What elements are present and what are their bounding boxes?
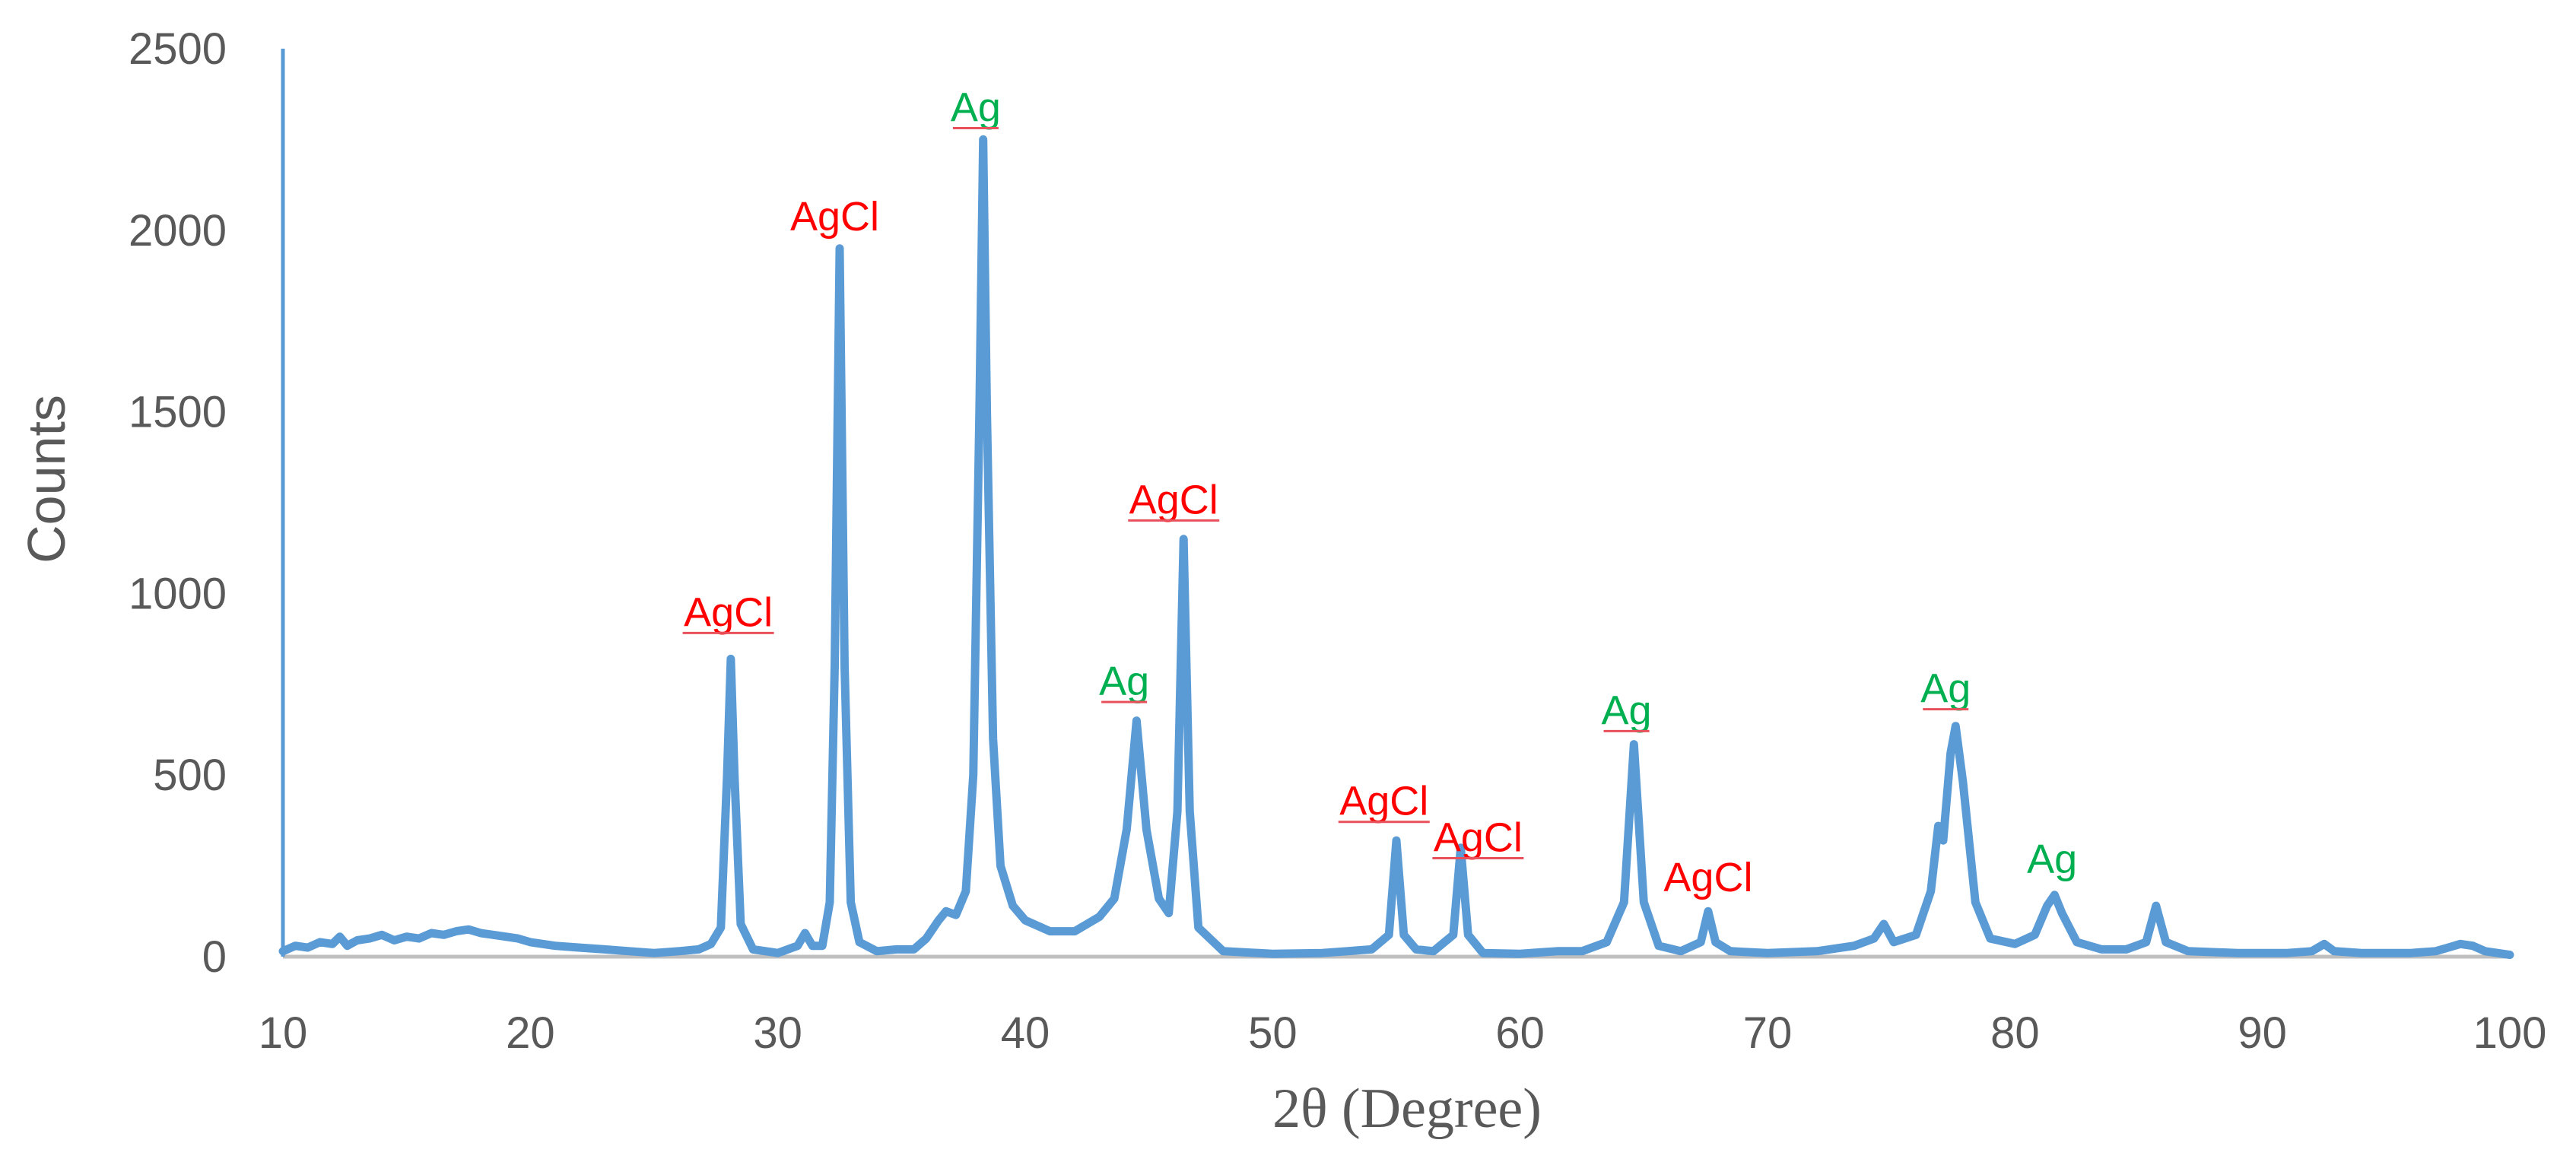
x-tick-label: 50	[1248, 1008, 1298, 1058]
y-tick-label: 500	[153, 751, 227, 800]
y-axis-title: Counts	[17, 395, 76, 564]
peak-label-ag: Ag	[2027, 837, 2077, 882]
series-line-xrd	[278, 135, 2514, 960]
y-tick-label: 1000	[129, 569, 227, 618]
x-tick-label: 40	[1001, 1008, 1050, 1058]
x-tick-label: 30	[753, 1008, 802, 1058]
peak-label-agcl: AgCl	[1339, 779, 1428, 824]
peak-label-agcl: AgCl	[684, 589, 773, 635]
x-tick-label: 20	[506, 1008, 555, 1058]
peak-label-ag: Ag	[1099, 659, 1149, 704]
x-tick-label: 100	[2473, 1008, 2547, 1058]
peak-label-ag: Ag	[951, 85, 1001, 131]
y-tick-labels: 0 500 1000 1500 2000 2500	[129, 24, 227, 982]
x-tick-label: 60	[1495, 1008, 1545, 1058]
y-tick-label: 2500	[129, 24, 227, 74]
x-tick-labels: 10 20 30 40 50 60 70 80 90 100	[259, 1008, 2547, 1058]
peak-label-agcl: AgCl	[1434, 814, 1523, 860]
y-tick-label: 1500	[129, 388, 227, 437]
y-tick-label: 2000	[129, 206, 227, 256]
x-tick-label: 70	[1743, 1008, 1793, 1058]
peak-label-agcl: AgCl	[790, 194, 879, 240]
x-axis-title: 2θ (Degree)	[1272, 1078, 1542, 1140]
x-tick-label: 90	[2238, 1008, 2287, 1058]
peak-label-agcl: AgCl	[1663, 855, 1752, 900]
y-tick-label: 0	[202, 932, 227, 982]
peak-label-ag: Ag	[1602, 687, 1652, 733]
x-tick-label: 10	[259, 1008, 308, 1058]
x-tick-label: 80	[1990, 1008, 2040, 1058]
peak-label-agcl: AgCl	[1129, 477, 1218, 522]
peak-label-ag: Ag	[1920, 666, 1971, 712]
